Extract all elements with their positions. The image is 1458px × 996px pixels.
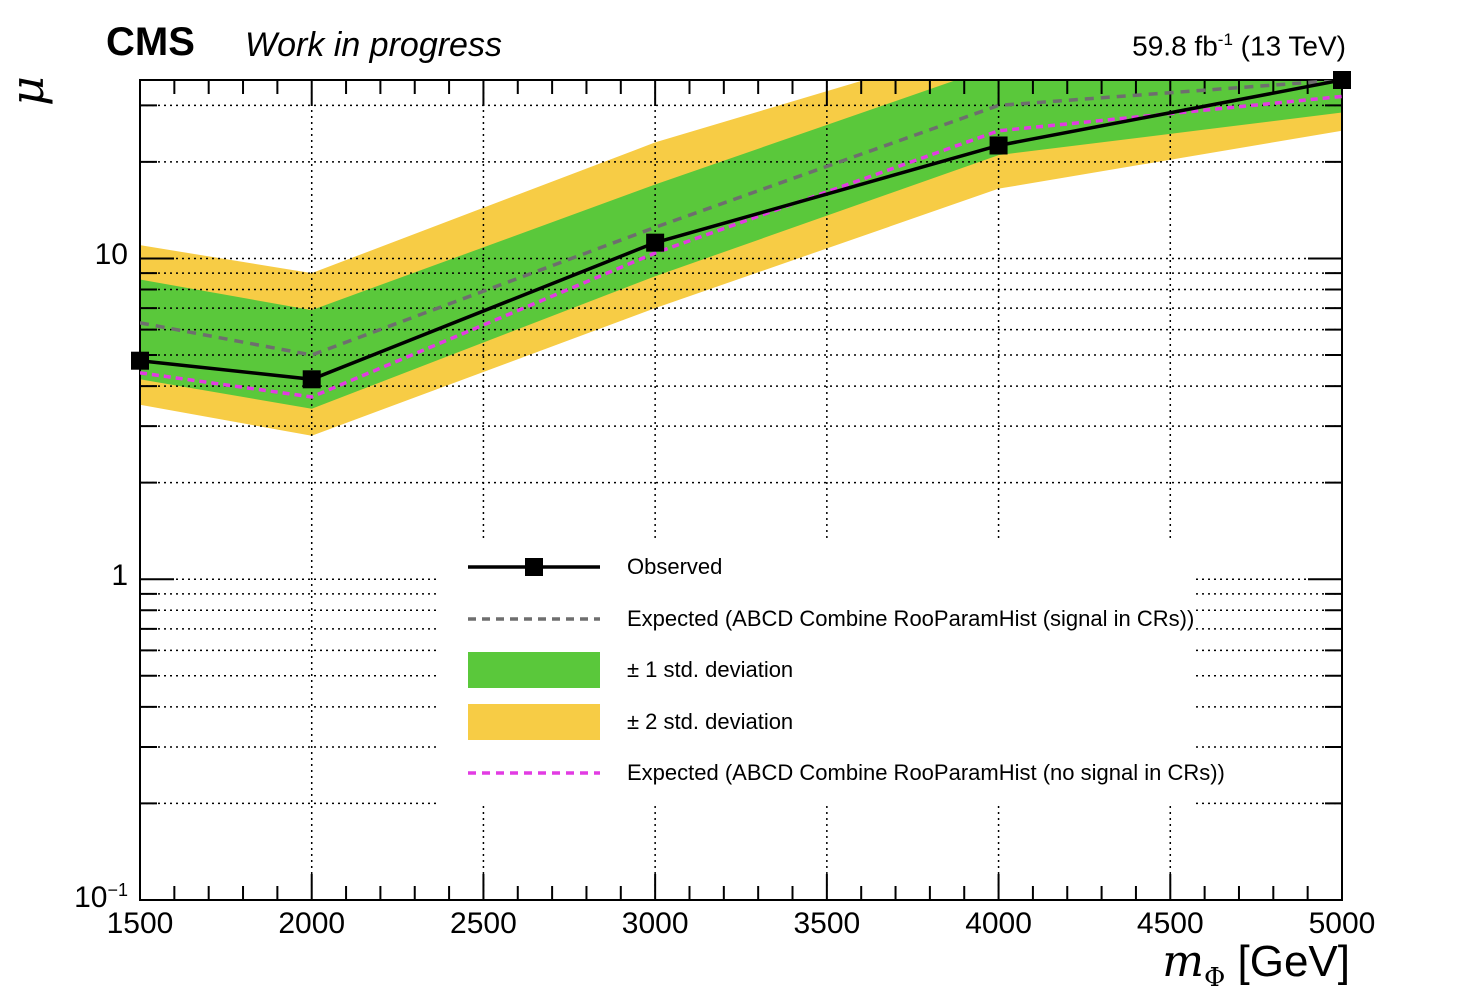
observed-point <box>1333 71 1351 89</box>
observed-point <box>131 351 149 370</box>
x-axis-unit: [GeV] <box>1237 937 1351 986</box>
legend-box <box>468 704 600 740</box>
y-tick-mantissa: 1 <box>111 559 128 593</box>
observed-point <box>989 136 1008 155</box>
lumi-exponent: -1 <box>1217 30 1233 49</box>
y-tick-label: 1 <box>111 559 128 593</box>
series-line-1 <box>140 80 1342 357</box>
x-axis-title: mΦ [GeV] <box>1162 936 1350 993</box>
legend-marker-observed <box>525 558 543 576</box>
x-axis-subscript: Φ <box>1203 962 1226 993</box>
x-tick-label: 1500 <box>106 907 174 940</box>
energy-label: (13 TeV) <box>1232 30 1346 62</box>
x-tick-label: 5000 <box>1308 907 1376 940</box>
x-tick-label: 2500 <box>450 907 517 940</box>
legend-symbols <box>468 558 600 775</box>
y-axis-title: μ <box>0 76 54 106</box>
y-tick-exponent: −1 <box>107 880 128 900</box>
observed-point <box>646 233 665 252</box>
legend-label: Expected (ABCD Combine RooParamHist (sig… <box>627 606 1195 631</box>
legend-label: Expected (ABCD Combine RooParamHist (no … <box>627 760 1225 785</box>
plot-frame <box>139 79 1343 901</box>
series-line-2 <box>140 94 1342 399</box>
legend-label: ± 1 std. deviation <box>627 657 794 682</box>
x-tick-label: 4500 <box>1136 907 1204 940</box>
axes <box>139 79 1343 901</box>
x-axis-symbol: m <box>1162 936 1204 987</box>
y-tick-label: 10 <box>95 238 128 272</box>
legend-label: Observed <box>627 554 723 579</box>
legend-box <box>468 652 600 688</box>
x-tick-label: 3000 <box>621 907 689 940</box>
observed-markers <box>131 71 1351 389</box>
y-tick-mantissa: 10 <box>74 881 108 914</box>
experiment-label: CMS <box>106 20 195 64</box>
x-tick-label: 4000 <box>965 907 1032 940</box>
y-tick-mantissa: 10 <box>94 238 128 272</box>
x-tick-label: 3500 <box>793 907 861 940</box>
x-tick-label: 2000 <box>278 907 346 940</box>
y-tick-label: 10−1 <box>74 880 128 915</box>
status-label: Work in progress <box>245 26 502 64</box>
observed-point <box>302 370 321 389</box>
legend-label: ± 2 std. deviation <box>627 709 794 734</box>
luminosity-label: 59.8 fb-1 (13 TeV) <box>1132 30 1346 62</box>
lumi-value: 59.8 fb <box>1132 30 1218 62</box>
